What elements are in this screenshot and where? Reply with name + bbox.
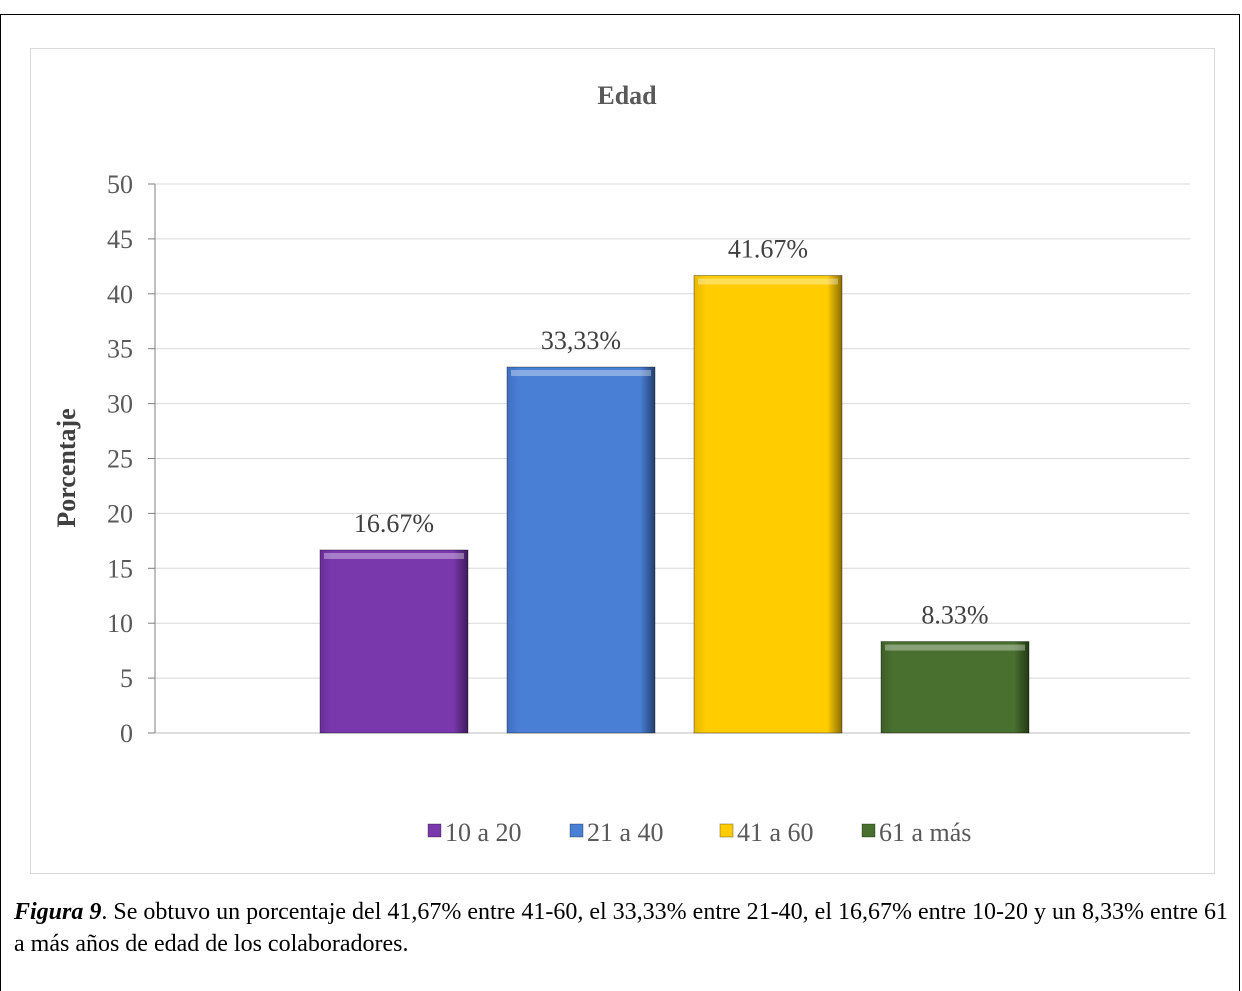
y-axis-label: Porcentaje [52, 408, 81, 527]
y-tick-label: 15 [107, 554, 133, 583]
data-label-1: 16.67% [354, 509, 434, 538]
bar-bevel-2 [511, 370, 651, 377]
legend-label-1: 10 a 20 [445, 818, 522, 847]
figure-label: Figura 9 [14, 899, 102, 925]
bar-1 [319, 549, 469, 734]
bars [319, 274, 1030, 734]
figure-frame [0, 14, 1240, 991]
legend-label-2: 21 a 40 [587, 818, 664, 847]
y-axis-ticks: 0 5 10 15 20 25 30 35 40 45 50 [107, 170, 156, 748]
bar-2 [506, 366, 656, 734]
y-tick-label: 10 [107, 609, 133, 638]
legend-swatch-3 [719, 823, 734, 838]
data-label-4: 8.33% [921, 601, 988, 630]
y-tick-label: 0 [120, 719, 133, 748]
chart-title: Edad [597, 81, 657, 110]
bar-bevel-1 [324, 552, 464, 559]
legend: 10 a 20 21 a 40 41 a 60 61 a más [427, 818, 971, 847]
legend-label-3: 41 a 60 [737, 818, 814, 847]
data-label-2: 33,33% [541, 326, 621, 355]
y-tick-label: 50 [107, 170, 133, 199]
y-tick-label: 45 [107, 225, 133, 254]
gridlines [155, 183, 1190, 734]
y-tick-label: 40 [107, 280, 133, 309]
bar-bevel-4 [885, 644, 1025, 651]
y-tick-label: 20 [107, 499, 133, 528]
legend-swatch-2 [569, 823, 584, 838]
bar-bevel-3 [698, 278, 838, 285]
bar-4 [880, 641, 1030, 734]
y-tick-label: 5 [120, 664, 133, 693]
legend-swatch-1 [427, 823, 442, 838]
legend-label-4: 61 a más [879, 818, 971, 847]
bar-3 [693, 274, 843, 734]
caption-text: . Se obtuvo un porcentaje del 41,67% ent… [14, 899, 1228, 957]
data-label-3: 41.67% [728, 234, 808, 263]
figure-caption: Figura 9. Se obtuvo un porcentaje del 41… [14, 896, 1228, 960]
data-labels: 16.67% 33,33% 41.67% 8.33% [354, 234, 989, 629]
y-tick-label: 35 [107, 335, 133, 364]
legend-swatch-4 [861, 823, 876, 838]
y-tick-label: 25 [107, 445, 133, 474]
y-tick-label: 30 [107, 390, 133, 419]
